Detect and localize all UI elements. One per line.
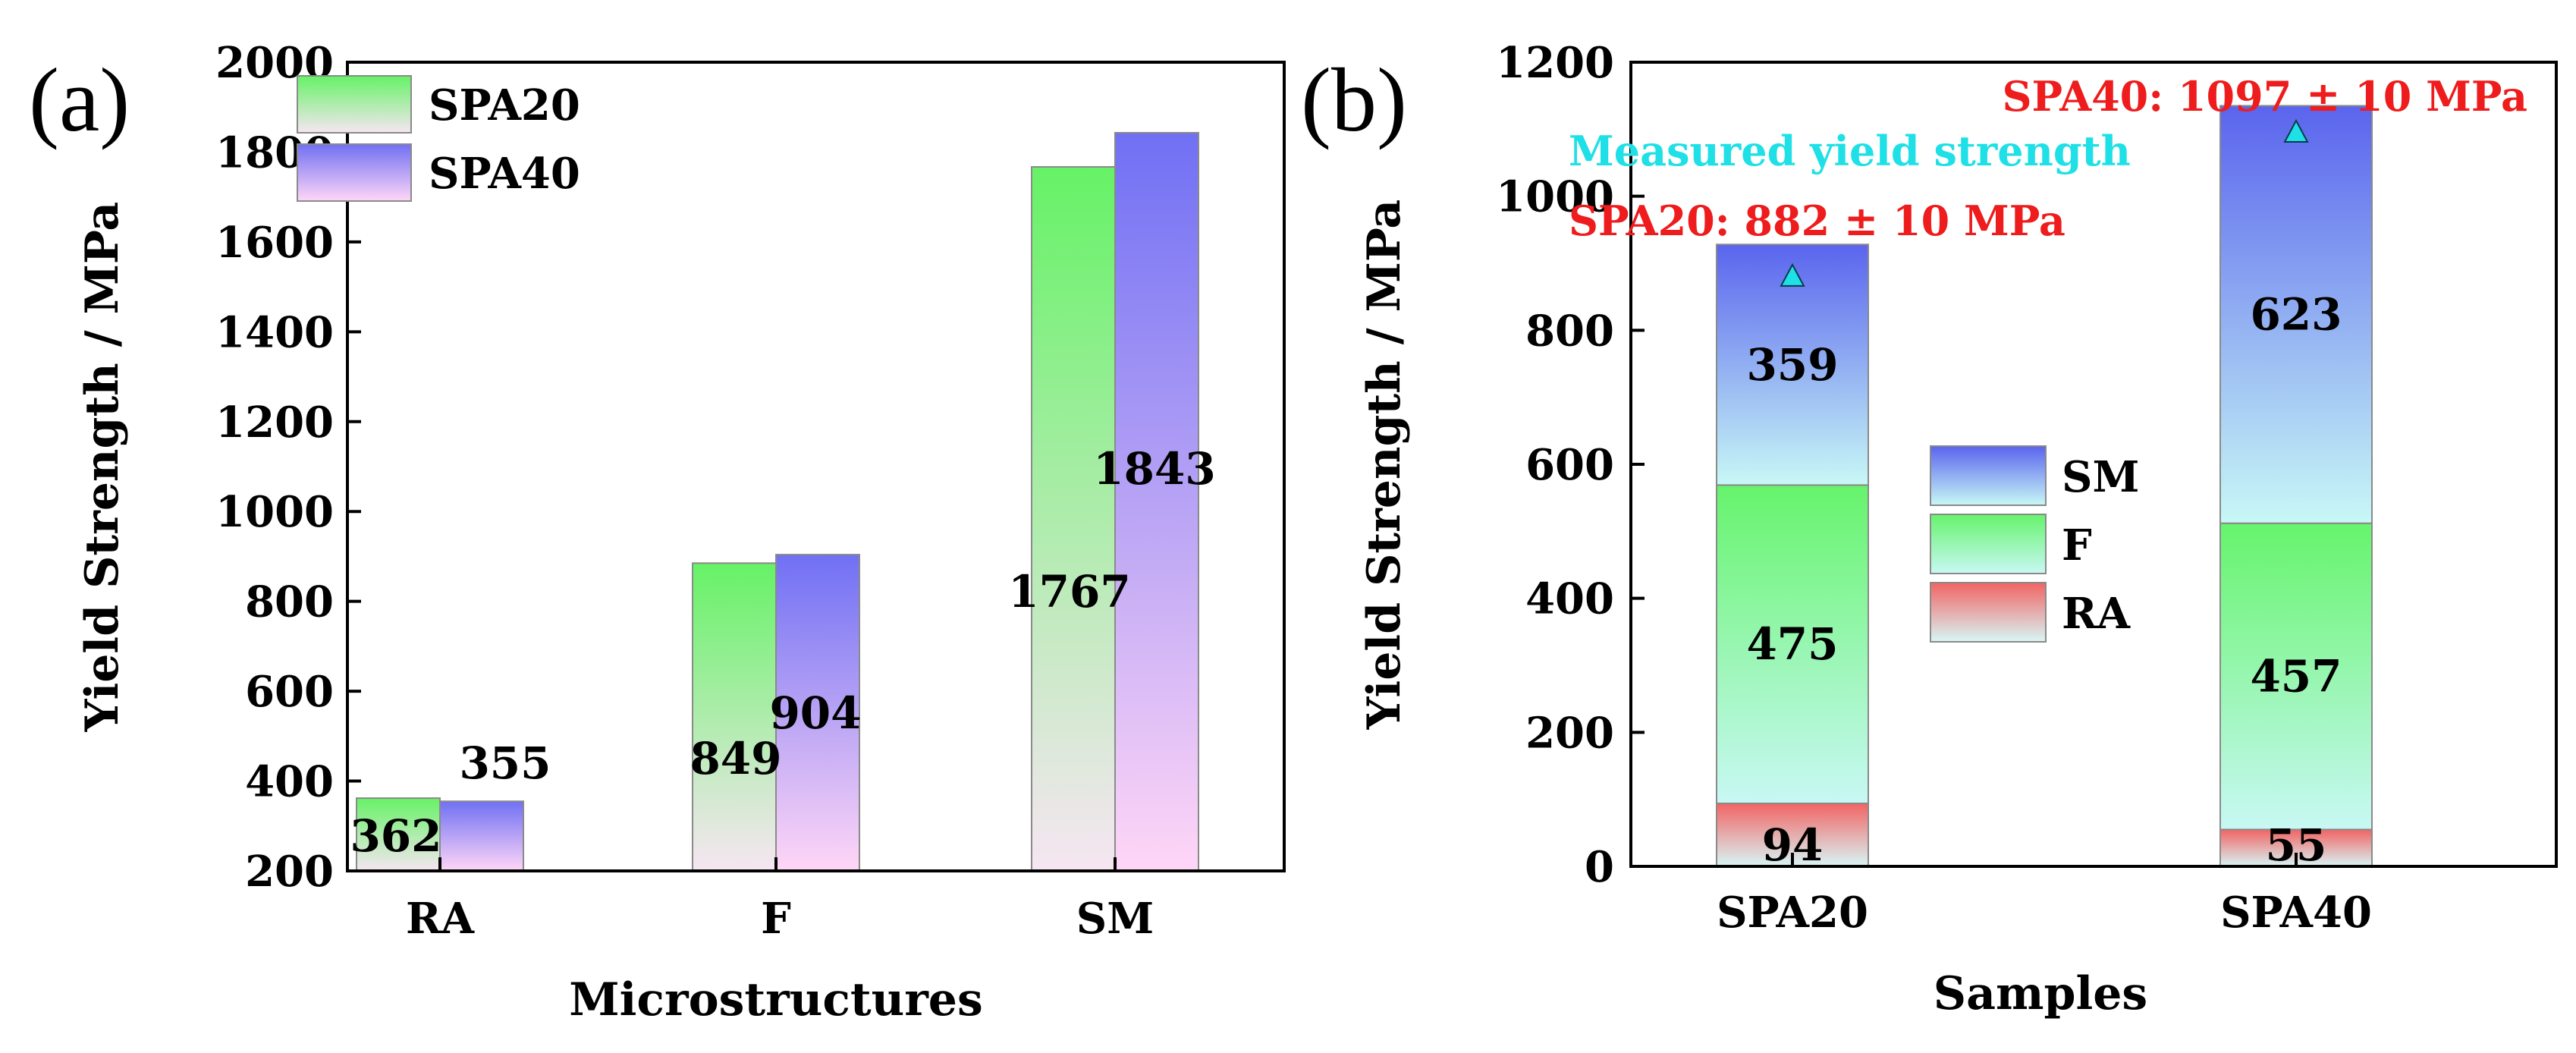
data-label: 355: [459, 737, 551, 789]
legend-swatch-f: [1930, 514, 2047, 574]
legend-label: SPA40: [429, 149, 580, 199]
legend-swatch-spa40: [297, 143, 412, 202]
panel-a-x-axis-title: Microstructures: [569, 973, 983, 1026]
y-tick-label: 1600: [215, 218, 334, 268]
panel-b-legend: SM F RA: [1930, 445, 2139, 643]
panel-b-x-axis-title: Samples: [1934, 967, 2147, 1020]
panel-a-legend: SPA20 SPA40: [297, 75, 580, 202]
bar-segment-f-spa20: [1716, 484, 1869, 804]
legend-label: SM: [2062, 452, 2139, 502]
bar-spa20-f: [692, 562, 777, 872]
measured-yield-strength-label: Measured yield strength: [1569, 127, 2131, 175]
x-tick-label: F: [761, 894, 791, 944]
y-tick-label: 800: [1525, 306, 1614, 356]
y-tick-label: 600: [1525, 440, 1614, 490]
legend-swatch-spa20: [297, 75, 412, 134]
data-label: 457: [2250, 651, 2342, 703]
legend-label: F: [2062, 520, 2092, 571]
spa40-measured-value: SPA40: 1097 ± 10 MPa: [2003, 72, 2527, 121]
bar-segment-sm-spa40: [2219, 105, 2373, 524]
y-tick-label: 400: [245, 757, 334, 807]
y-tick-label: 1200: [1496, 38, 1614, 88]
x-tick-label: SM: [1076, 894, 1154, 944]
measured-yield-marker-spa20: [1780, 262, 1805, 287]
y-tick-label: 800: [245, 577, 334, 627]
panel-b-bars: [1716, 105, 2373, 868]
measured-yield-marker-spa40: [2283, 118, 2309, 143]
y-tick-label: 1000: [1496, 172, 1614, 222]
y-tick-label: 400: [1525, 574, 1614, 624]
bar-spa40-f: [775, 554, 860, 872]
x-tick-label: RA: [406, 894, 476, 944]
panel-b-y-axis-title: Yield Strength / MPa: [1358, 200, 1411, 731]
spa20-measured-value: SPA20: 882 ± 10 MPa: [1569, 196, 2066, 245]
data-label: 359: [1746, 339, 1838, 391]
bar-spa40-sm: [1114, 131, 1199, 872]
panel-b-data-labels: 94 475 359 55 457 623: [1746, 289, 2342, 871]
panel-a-label: (a): [29, 49, 130, 150]
y-tick-label: 1000: [215, 487, 334, 537]
panel-a-y-axis-title: Yield Strength / MPa: [76, 202, 129, 733]
data-label: 55: [2266, 819, 2327, 871]
x-tick-label: SPA20: [1717, 888, 1868, 938]
bar-spa20-sm: [1031, 165, 1116, 872]
panel-b-measured-markers: [1780, 118, 2309, 287]
panel-b-label: (b): [1301, 49, 1407, 150]
panel-a-bars: [356, 131, 1199, 872]
bar-segment-f-spa40: [2219, 522, 2373, 831]
data-label: 849: [690, 733, 781, 784]
y-tick-label: 1200: [215, 398, 334, 448]
y-tick-label: 1400: [215, 307, 334, 357]
y-tick-label: 200: [1525, 708, 1614, 758]
legend-label: SPA20: [429, 80, 580, 130]
panel-a-data-labels: 362 849 1767 355 904 1843: [350, 443, 1215, 862]
legend-swatch-ra: [1930, 582, 2047, 643]
data-label: 904: [769, 687, 861, 739]
x-tick-label: SPA40: [2220, 888, 2372, 938]
panel-b-chart: (b) 0 200 400 600 800 1000 1200 SPA20 SPA40 94 4…: [1301, 38, 2558, 1020]
y-tick-label: 600: [245, 667, 334, 717]
y-tick-label: 0: [1585, 842, 1614, 892]
panel-a-x-ticks: RA F SM: [406, 857, 1154, 944]
panel-a-plot-frame: [346, 61, 1286, 872]
y-tick-label: 200: [245, 847, 334, 897]
panel-a-chart: (a) 200400600800100012001400160018002000…: [29, 38, 1286, 1026]
data-label: 1843: [1093, 443, 1215, 495]
legend-label: RA: [2062, 589, 2131, 639]
panel-b-y-ticks: 0 200 400 600 800 1000 1200: [1496, 38, 1645, 892]
data-label: 623: [2250, 289, 2342, 341]
panel-b-x-ticks: SPA20 SPA40: [1717, 853, 2372, 938]
data-label: 475: [1746, 618, 1838, 670]
data-label: 94: [1762, 819, 1824, 871]
legend-swatch-sm: [1930, 445, 2047, 506]
bar-spa40-ra: [439, 800, 524, 872]
data-label: 1767: [1008, 566, 1130, 618]
bar-spa20-ra: [356, 797, 441, 872]
data-label: 362: [350, 810, 441, 862]
